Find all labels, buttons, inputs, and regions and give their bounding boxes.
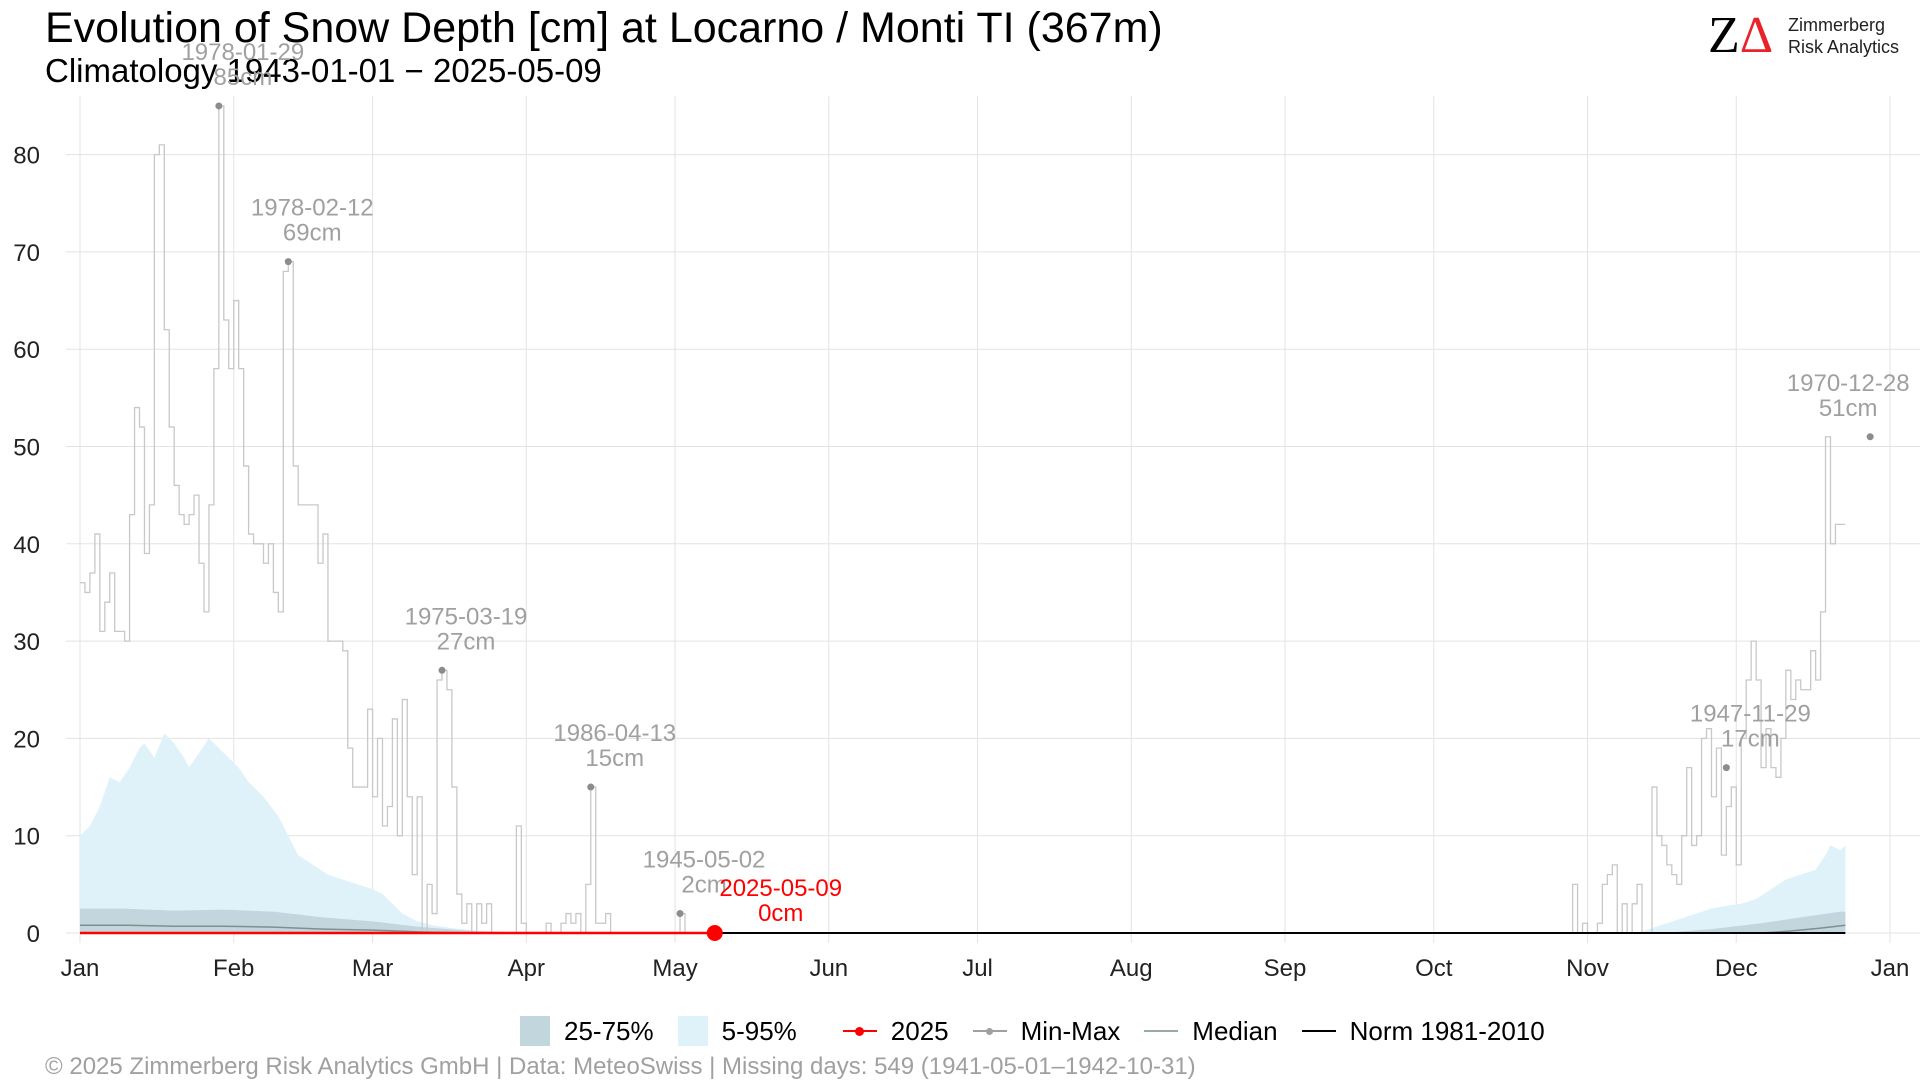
legend-item: 5-95% xyxy=(677,1015,797,1047)
max-point xyxy=(438,666,446,674)
annotation-value: 15cm xyxy=(585,745,644,772)
legend: 25-75% 5-95% 2025 Min-Max Median Norm 1981-20… xyxy=(520,1014,1569,1048)
annotation-date: 1975-03-19 xyxy=(405,603,528,630)
annotation-value: 27cm xyxy=(437,628,496,655)
legend-key xyxy=(520,1016,550,1046)
x-tick-label: Jun xyxy=(809,955,848,982)
y-tick-label: 60 xyxy=(13,337,40,364)
x-tick-label: May xyxy=(652,955,697,982)
annotation-date: 1978-02-12 xyxy=(251,195,374,222)
legend-label: Median xyxy=(1192,1015,1278,1046)
legend-key xyxy=(842,1016,877,1046)
max-line xyxy=(80,105,1846,934)
legend-key xyxy=(972,1016,1007,1046)
x-tick-label: Sep xyxy=(1264,955,1307,982)
max-point xyxy=(587,783,595,791)
annotation-date: 1970-12-28 xyxy=(1787,370,1910,397)
bands xyxy=(80,733,1846,933)
max-point xyxy=(1722,764,1730,772)
chart-subtitle: Climatology 1943-01-01 − 2025-05-09 xyxy=(45,52,602,89)
x-tick-label: Feb xyxy=(213,955,254,982)
band-25-75 xyxy=(80,908,1846,933)
x-tick-label: Jan xyxy=(61,955,100,982)
legend-key xyxy=(1144,1016,1179,1046)
annotation-value: 17cm xyxy=(1721,726,1780,753)
annotation-date: 2025-05-09 xyxy=(719,875,842,902)
annotation-value: 0cm xyxy=(758,900,803,927)
grid xyxy=(66,96,1920,943)
legend-key xyxy=(677,1016,708,1046)
axes: 0 10 20 30 40 50 60 70 80 Jan Feb Mar Apr May Jun Jul Au… xyxy=(13,143,1909,982)
footer-credit: © 2025 Zimmerberg Risk Analytics GmbH | … xyxy=(45,1053,1196,1080)
median-line xyxy=(80,924,1846,934)
annotation-value: 51cm xyxy=(1819,395,1878,422)
y-tick-label: 80 xyxy=(13,143,40,170)
legend-label: 5-95% xyxy=(721,1015,797,1046)
max-point xyxy=(676,910,684,918)
annotation-date: 1945-05-02 xyxy=(643,847,766,874)
lines xyxy=(80,105,1846,935)
legend-key xyxy=(1301,1016,1336,1046)
annotation-value: 69cm xyxy=(283,220,342,247)
company-logo: ZΔ Zimmerberg Risk Analytics xyxy=(1708,10,1908,62)
legend-item: Median xyxy=(1144,1015,1278,1047)
x-tick-label: Jan xyxy=(1871,955,1910,982)
x-tick-label: Aug xyxy=(1110,955,1153,982)
x-tick-label: Oct xyxy=(1415,955,1453,982)
x-tick-label: Mar xyxy=(352,955,393,982)
legend-item: 25-75% xyxy=(520,1016,654,1047)
legend-label: 25-75% xyxy=(564,1015,654,1046)
band-5-95 xyxy=(80,733,1846,933)
y-tick-label: 30 xyxy=(13,629,40,656)
max-point xyxy=(284,258,292,266)
annotation-date: 1947-11-29 xyxy=(1690,701,1811,728)
max-point xyxy=(215,102,223,110)
y-tick-label: 70 xyxy=(13,240,40,267)
legend-item: Norm 1981-2010 xyxy=(1301,1015,1545,1047)
annotation-date: 1986-04-13 xyxy=(553,720,676,747)
legend-label: Min-Max xyxy=(1020,1015,1121,1046)
annotation-date: 1978-01-29 xyxy=(181,39,304,66)
y-tick-label: 20 xyxy=(13,726,40,753)
logo-text: Zimmerberg Risk Analytics xyxy=(1788,15,1900,57)
y-tick-label: 40 xyxy=(13,532,40,559)
annotation-value: 85cm xyxy=(214,64,273,91)
current-point xyxy=(706,925,723,941)
x-tick-label: Jul xyxy=(962,955,993,982)
y-tick-label: 10 xyxy=(13,824,40,851)
max-point xyxy=(1866,433,1874,441)
y-tick-label: 50 xyxy=(13,435,40,462)
logo-mark: ZΔ xyxy=(1708,7,1774,64)
legend-item: 2025 xyxy=(842,1015,949,1047)
x-tick-label: Apr xyxy=(508,955,545,982)
annotation-value: 2cm xyxy=(681,872,726,899)
chart-title: Evolution of Snow Depth [cm] at Locarno … xyxy=(45,4,1163,52)
legend-item: Min-Max xyxy=(972,1015,1121,1047)
legend-label: Norm 1981-2010 xyxy=(1349,1015,1545,1046)
legend-label: 2025 xyxy=(890,1015,949,1046)
x-tick-label: Nov xyxy=(1566,955,1609,982)
y-tick-label: 0 xyxy=(27,921,40,948)
x-tick-label: Dec xyxy=(1715,955,1758,982)
